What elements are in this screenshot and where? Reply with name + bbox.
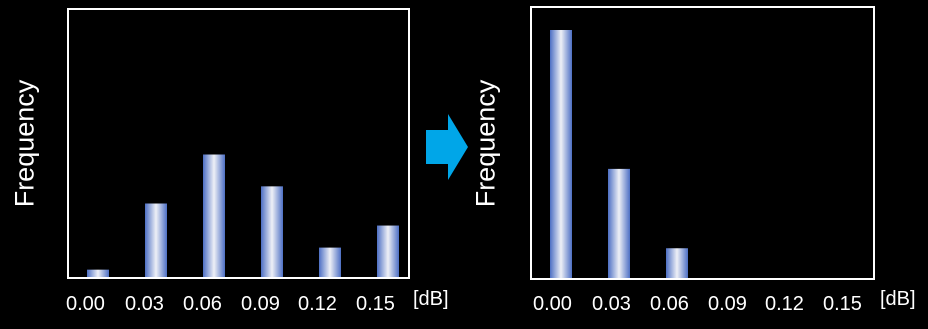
left-chart-tick-label: 0.03 [125, 293, 164, 315]
right-bar-0.00 [550, 30, 572, 278]
left-bar-0.15 [377, 225, 399, 277]
left-chart-bars [87, 154, 399, 277]
right-chart-y-axis-label: Frequency [470, 79, 501, 208]
left-chart-unit-label: [dB] [413, 288, 449, 310]
right-chart-tick-label: 0.03 [592, 293, 631, 315]
right-chart-tick-label: 0.12 [765, 293, 804, 315]
left-bar-0.06 [203, 154, 225, 277]
left-chart-tick-label: 0.00 [66, 293, 105, 315]
left-bar-0.09 [261, 186, 283, 277]
right-bar-0.03 [608, 168, 630, 278]
right-chart-unit-label: [dB] [880, 288, 916, 310]
right-chart-tick-label: 0.09 [708, 293, 747, 315]
left-chart-tick-label: 0.06 [183, 293, 222, 315]
left-bar-0.00 [87, 269, 109, 277]
left-chart-tick-label: 0.12 [298, 293, 337, 315]
right-bar-0.06 [666, 248, 688, 278]
left-chart-tick-label: 0.15 [356, 293, 395, 315]
right-chart-bars [550, 30, 688, 278]
left-chart-plot-area [67, 8, 410, 279]
right-chart-tick-label: 0.00 [533, 293, 572, 315]
right-chart-tick-label: 0.15 [823, 293, 862, 315]
right-arrow-icon [426, 114, 468, 180]
right-chart-tick-label: 0.06 [650, 293, 689, 315]
left-bar-0.12 [319, 247, 341, 277]
left-chart-y-axis-label: Frequency [9, 79, 40, 208]
left-chart-tick-label: 0.09 [241, 293, 280, 315]
right-chart-plot-area [530, 6, 875, 280]
left-bar-0.03 [145, 203, 167, 277]
